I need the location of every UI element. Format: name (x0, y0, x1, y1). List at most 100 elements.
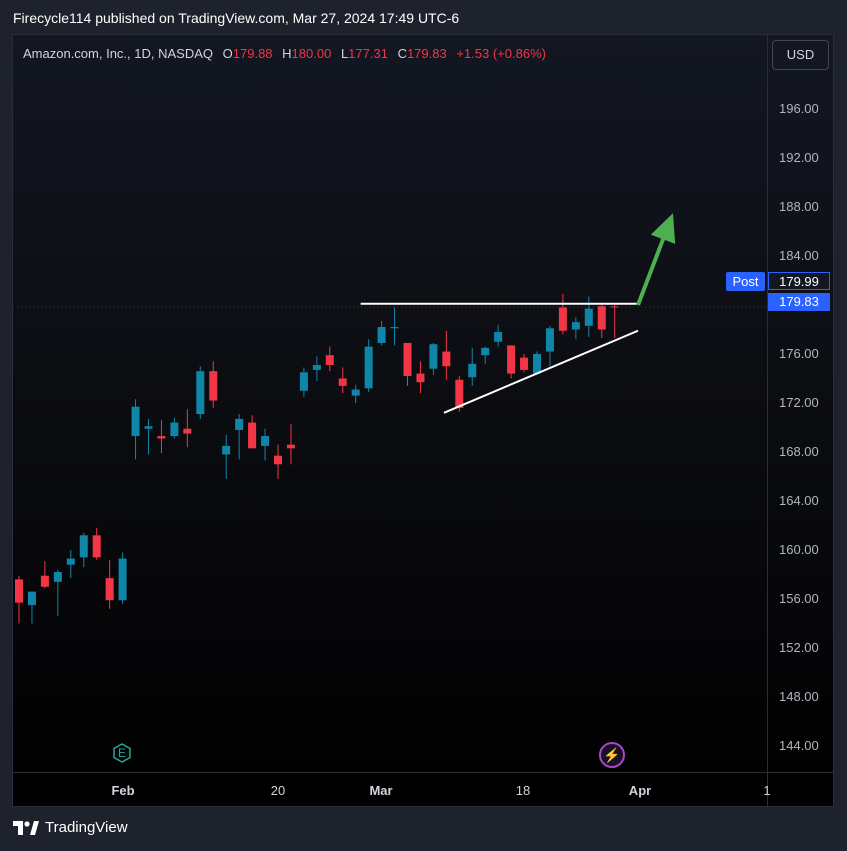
candle (248, 415, 257, 449)
candles-layer (15, 293, 619, 624)
candle-body (403, 342, 412, 377)
candle-body (481, 347, 490, 356)
post-market-price: 179.99 (768, 272, 830, 290)
candle (286, 423, 295, 465)
candle (15, 575, 23, 624)
candle (558, 293, 567, 335)
candle-body (545, 328, 554, 352)
candle (274, 444, 282, 479)
last-price-tag: 179.83 (768, 293, 830, 311)
candle (27, 591, 36, 624)
candle (494, 324, 503, 347)
time-axis-divider (13, 772, 833, 773)
candle (507, 345, 516, 379)
candle-body (79, 535, 88, 558)
candle-body (131, 406, 140, 437)
candle (183, 409, 192, 448)
candle (66, 550, 75, 579)
candle (131, 399, 140, 460)
tradingview-brand[interactable]: TradingView (13, 819, 128, 836)
split-event-icon[interactable]: ⚡ (599, 742, 625, 768)
chart-pane[interactable]: Amazon.com, Inc., 1D, NASDAQ O179.88 H18… (12, 34, 834, 807)
change-value: +1.53 (+0.86%) (456, 46, 546, 61)
candle (545, 325, 554, 367)
candle-body (92, 535, 101, 558)
candle-body (235, 418, 244, 430)
candle (299, 367, 308, 397)
candle (40, 561, 49, 588)
high-key: H (282, 46, 292, 61)
publisher-line: Firecycle114 published on TradingView.co… (13, 10, 460, 26)
candle (364, 339, 373, 392)
candle (209, 361, 218, 408)
candle-body (520, 357, 529, 370)
candle (312, 356, 321, 381)
brand-name: TradingView (45, 819, 128, 836)
candle (416, 361, 425, 394)
close-key: C (397, 46, 407, 61)
low-value: 177.31 (348, 46, 388, 61)
candle (170, 417, 179, 439)
candle (222, 434, 231, 479)
open-value: 179.88 (232, 46, 273, 61)
candle-body (286, 444, 295, 449)
candle (79, 532, 88, 568)
price-chart[interactable] (13, 35, 834, 807)
currency-button[interactable]: USD (772, 40, 829, 70)
candle-body (261, 436, 270, 446)
candle-body (312, 365, 321, 370)
candle (390, 307, 399, 346)
candle-body (364, 346, 373, 389)
price-tick-label: 144.00 (779, 738, 819, 753)
low-key: L (340, 46, 349, 61)
price-tick-label: 192.00 (779, 150, 819, 165)
candle-body (170, 422, 179, 437)
symbol-legend: Amazon.com, Inc., 1D, NASDAQ O179.88 H18… (23, 46, 546, 61)
time-tick-label: 20 (270, 783, 286, 798)
candle-body (66, 558, 75, 565)
candle (533, 351, 541, 375)
price-tick-label: 196.00 (779, 101, 819, 116)
candle-body (27, 591, 36, 606)
candle-body (15, 579, 23, 603)
candle (351, 384, 360, 403)
candle (144, 418, 153, 455)
price-tick-label: 176.00 (779, 346, 819, 361)
candle-body (494, 331, 503, 342)
candle (118, 552, 127, 604)
time-tick-label: 1 (763, 783, 771, 798)
candle (325, 346, 334, 372)
candle (520, 354, 529, 373)
candle-body (442, 351, 451, 367)
candle (468, 347, 477, 386)
symbol-name: Amazon.com, Inc., 1D, NASDAQ (23, 46, 214, 61)
candle-body (468, 363, 477, 378)
candle-body (597, 306, 606, 330)
candle (157, 420, 166, 454)
rising-trendline (443, 329, 639, 414)
candle-body (248, 422, 257, 449)
price-tick-label: 164.00 (779, 493, 819, 508)
price-tick-label: 160.00 (779, 542, 819, 557)
candle-body (429, 344, 438, 369)
candle-body (507, 345, 516, 374)
candle (429, 342, 438, 375)
candle-body (274, 455, 282, 465)
candle-body (53, 572, 62, 582)
price-tick-label: 156.00 (779, 591, 819, 606)
candle-body (222, 445, 231, 455)
candle-body (377, 327, 386, 343)
candle-body (351, 389, 360, 396)
candle (338, 367, 347, 394)
candle-body (209, 371, 218, 401)
candle-body (455, 379, 464, 408)
earnings-event-icon[interactable]: E (113, 743, 131, 763)
price-tick-label: 152.00 (779, 640, 819, 655)
candle-body (610, 306, 619, 308)
price-tick-label: 172.00 (779, 395, 819, 410)
candle (610, 305, 619, 338)
candle-body (196, 371, 205, 415)
open-key: O (222, 46, 233, 61)
time-tick-label: Mar (369, 783, 393, 798)
high-value: 180.00 (291, 46, 332, 61)
